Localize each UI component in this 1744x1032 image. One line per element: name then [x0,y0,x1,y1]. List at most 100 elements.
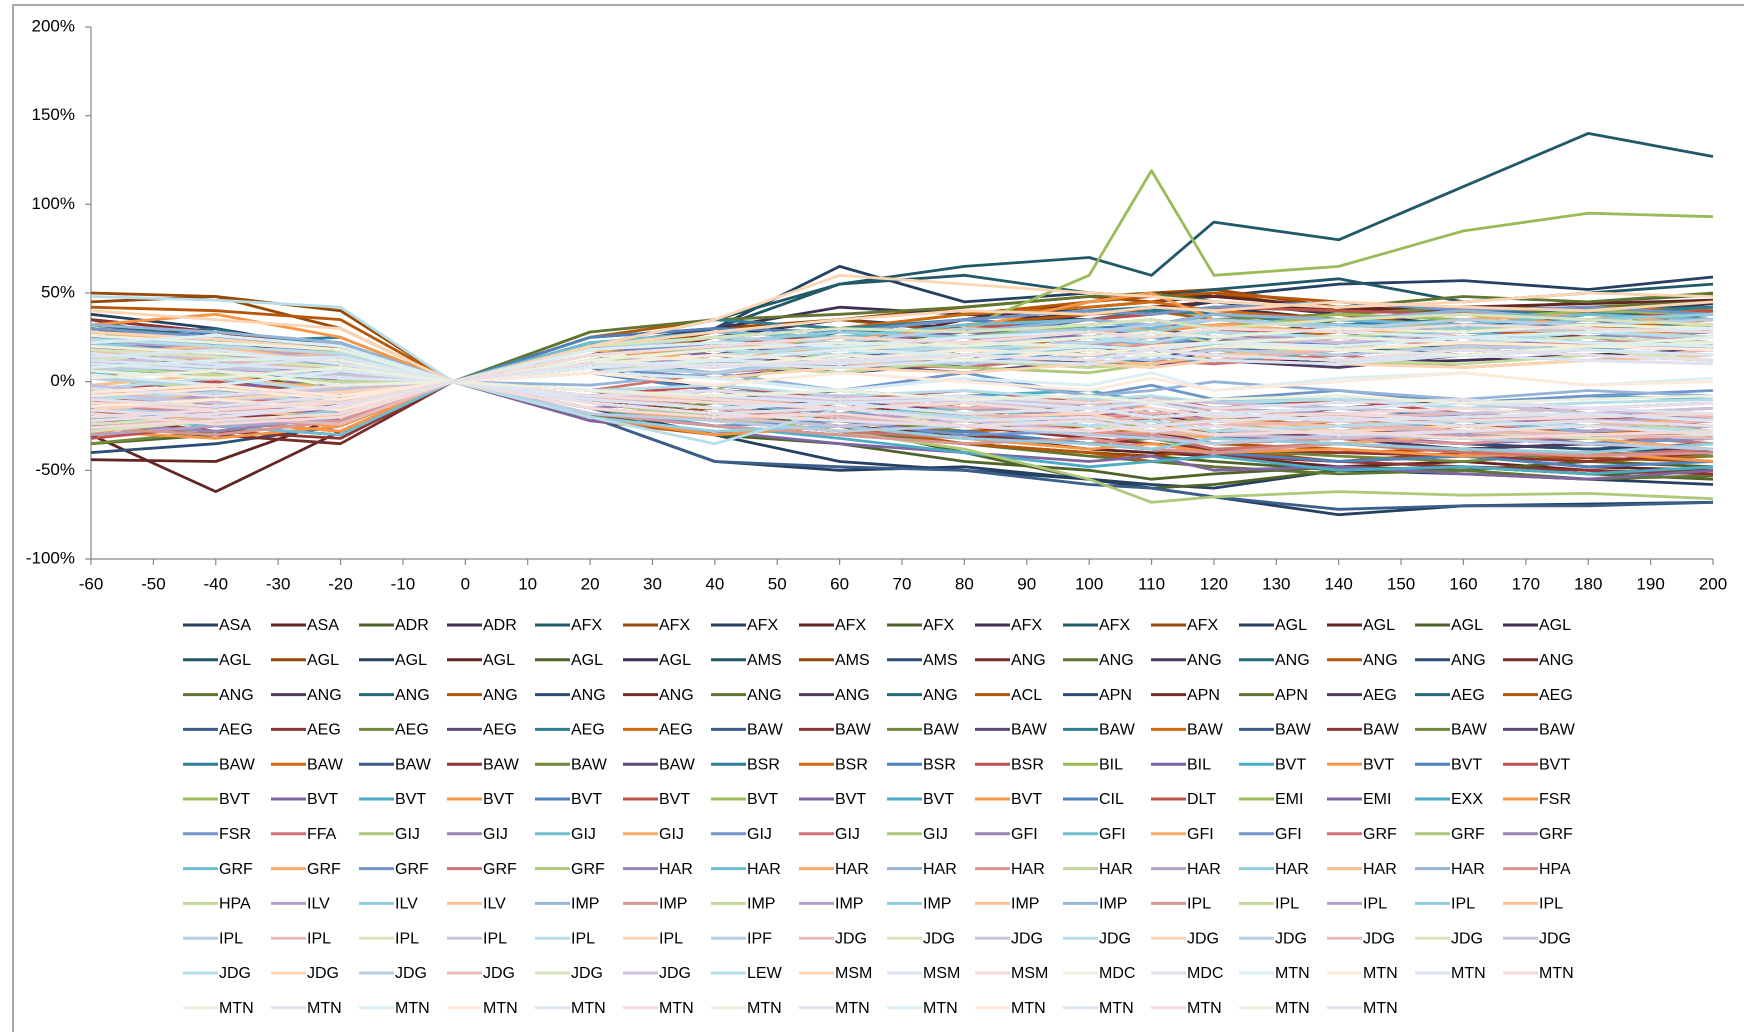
legend-label: ILV [307,896,330,913]
legend-label: IMP [835,896,863,913]
y-tick-label: 50% [41,282,75,301]
legend-label: GIJ [483,826,508,843]
legend-label: GRF [1539,826,1573,843]
legend-label: AFX [1011,617,1042,634]
legend-label: ANG [1099,652,1134,669]
legend-label: MTN [747,1000,782,1017]
legend-label: BAW [1539,722,1576,739]
series-line [90,366,1714,405]
legend-label: MDC [1099,965,1135,982]
legend-label: ANG [1539,652,1574,669]
legend-label: IPL [1363,896,1387,913]
legend-label: BVT [747,791,778,808]
legend-label: BAW [571,756,608,773]
legend-label: ANG [1187,652,1222,669]
legend-label: MTN [923,1000,958,1017]
x-tick-label: -20 [328,574,353,593]
legend-label: BAW [1363,722,1400,739]
legend-label: IMP [923,896,951,913]
legend-label: HAR [1363,861,1397,878]
x-tick-label: -30 [266,574,291,593]
legend-label: MTN [1275,1000,1310,1017]
legend-label: AGL [1539,617,1571,634]
legend-label: BAW [923,722,960,739]
legend-label: MTN [835,1000,870,1017]
legend-label: ANG [307,687,342,704]
legend-label: MSM [923,965,960,982]
legend-label: IPL [1451,896,1475,913]
legend-label: BAW [395,756,432,773]
legend-label: AGL [1363,617,1395,634]
legend-label: ILV [483,896,506,913]
legend-label: GFI [1275,826,1302,843]
x-tick-label: 0 [461,574,470,593]
y-tick-label: 100% [32,194,75,213]
plot-lines [90,132,1714,517]
x-tick-label: 50 [768,574,787,593]
legend-label: LEW [747,965,783,982]
x-tick-label: 30 [643,574,662,593]
legend-label: HAR [1451,861,1485,878]
legend-label: MTN [1539,965,1574,982]
legend-label: JDG [1187,930,1219,947]
x-tick-label: 20 [581,574,600,593]
legend-label: ANG [659,687,694,704]
legend-label: BAW [659,756,696,773]
legend-label: MTN [1363,965,1398,982]
legend-label: BVT [571,791,602,808]
legend-label: JDG [1451,930,1483,947]
legend-label: ILV [395,896,418,913]
legend-label: BSR [923,756,956,773]
x-tick-label: -50 [141,574,166,593]
chart-border [12,4,1744,1032]
legend-label: AEG [1451,687,1485,704]
legend-label: AFX [659,617,690,634]
series-line [90,355,1714,423]
legend-label: GRF [1451,826,1485,843]
legend-label: JDG [395,965,427,982]
legend-label: FSR [1539,791,1571,808]
x-tick-label: 40 [705,574,724,593]
legend-label: MSM [1011,965,1048,982]
legend-label: AEG [483,722,517,739]
legend-label: ACL [1011,687,1042,704]
legend-label: BVT [483,791,514,808]
legend-label: MDC [1187,965,1223,982]
legend-label: BVT [659,791,690,808]
legend-label: AFX [747,617,778,634]
legend-label: BSR [747,756,780,773]
y-tick-label: 0% [50,371,75,390]
legend-label: DLT [1187,791,1216,808]
legend-label: HAR [1187,861,1221,878]
x-tick-label: 180 [1574,574,1602,593]
legend-label: GIJ [747,826,772,843]
legend-label: GRF [219,861,253,878]
legend-label: AMS [835,652,870,669]
legend-label: IPL [1539,896,1563,913]
legend-label: ASA [307,617,339,634]
series-line [90,348,1714,419]
legend-label: HAR [923,861,957,878]
legend-label: GIJ [835,826,860,843]
legend-label: MTN [659,1000,694,1017]
legend-label: BAW [483,756,520,773]
series-line [90,323,1714,419]
legend-label: BIL [1099,756,1123,773]
legend-label: HAR [747,861,781,878]
x-tick-label: 60 [830,574,849,593]
x-tick-label: 90 [1017,574,1036,593]
legend-label: MTN [1451,965,1486,982]
y-tick-label: -100% [26,548,75,567]
legend-label: BVT [1539,756,1570,773]
legend-label: MTN [483,1000,518,1017]
legend-label: AEG [659,722,693,739]
legend-label: APN [1099,687,1132,704]
legend-label: ANG [1363,652,1398,669]
legend-label: GRF [307,861,341,878]
legend-label: BAW [307,756,344,773]
legend-label: AEG [395,722,429,739]
legend-label: AFX [571,617,602,634]
legend-label: BAW [1275,722,1312,739]
legend-label: ANG [923,687,958,704]
